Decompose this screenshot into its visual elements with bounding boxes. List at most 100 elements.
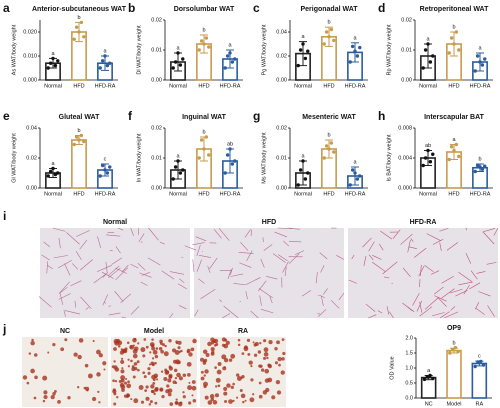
cell-membrane [365,303,376,312]
lipid-droplet [149,342,155,347]
lipid-droplet [26,381,30,385]
data-point [197,156,201,160]
cell-membrane [196,244,201,256]
lipid-droplet [244,399,247,402]
cell-membrane [115,246,121,254]
lipid-droplet [264,368,270,374]
x-tick-label: Normal [419,191,437,197]
data-point [322,156,326,160]
lipid-droplet [277,356,282,362]
data-point [46,174,50,178]
lipid-droplet [132,375,136,379]
y-tick-label: 0.04 [26,125,37,131]
lipid-droplet [154,401,158,405]
cell-membrane [59,293,64,305]
lipid-droplet [149,351,152,354]
x-tick-label: HFD [73,83,84,89]
x-tick-label: HFD [198,83,209,89]
significance-letter: b [452,24,455,30]
x-tick-label: HFD [448,191,459,197]
data-point [197,48,201,52]
data-point [228,51,232,55]
lipid-droplet [174,349,180,355]
lipid-droplet [254,342,259,347]
lipid-droplet [275,380,281,385]
cell-membrane [323,288,328,295]
lipid-droplet [60,347,65,352]
data-point [176,159,180,163]
cell-membrane [198,278,205,284]
lipid-droplet [177,340,182,345]
data-point [353,171,357,175]
cell-membrane [192,242,205,246]
lipid-droplet [211,350,215,354]
cell-membrane [493,227,499,236]
panel-label: d [378,1,385,15]
lipid-droplet [274,347,278,351]
data-point [348,60,352,64]
data-point [473,364,477,369]
lipid-droplet [216,369,222,375]
lipid-droplet [205,353,210,357]
cell-membrane [58,293,71,300]
cell-membrane [105,261,108,273]
significance-letter: b [452,341,455,347]
cell-membrane [441,288,455,299]
y-tick-label: 0.02 [276,53,287,59]
data-point [303,177,308,181]
lipid-droplet [167,378,172,383]
data-point [483,57,487,61]
cell-membrane [414,247,427,258]
lipid-droplet [274,361,278,365]
y-axis-label: OD Value [389,356,395,379]
cell-membrane [245,291,248,300]
lipid-droplet [127,365,130,368]
lipid-droplet [228,399,233,404]
lipid-droplet [151,338,154,341]
lipid-droplet [158,347,163,351]
y-tick-label: 2.0 [405,335,413,341]
lipid-droplet [133,337,137,341]
lipid-droplet [241,352,245,356]
lipid-droplet [278,363,281,367]
lipid-droplet [232,399,235,403]
cell-membrane [432,239,444,245]
lipid-droplet [247,352,251,356]
lipid-droplet [155,347,159,350]
panel-label: i [3,209,6,223]
y-tick-label: 0.01 [276,155,287,161]
lipid-droplet [96,372,101,377]
lipid-droplet [127,358,130,361]
lipid-droplet [187,373,191,377]
lipid-droplet [264,378,270,383]
lipid-droplet [138,385,144,390]
lipid-droplet [77,354,82,360]
cell-membrane [246,250,253,262]
cell-membrane [336,255,345,260]
data-point [306,171,310,175]
chart-title: Anterior-subcutaneous WAT [32,6,127,13]
data-point [452,42,456,46]
lipid-droplet [215,343,219,346]
cell-membrane [130,227,134,236]
lipid-droplet [210,346,215,352]
cell-membrane [53,255,69,259]
cell-membrane [434,286,444,295]
chart-title: Mesenteric WAT [302,114,356,121]
lipid-droplet [145,396,150,401]
data-point [176,51,180,55]
cell-membrane [348,279,357,284]
x-tick-label: Normal [419,83,437,89]
cell-membrane [372,255,382,260]
data-point [454,142,459,147]
lipid-droplet [83,386,87,390]
lipid-droplet [130,398,133,401]
bar [471,362,488,399]
lipid-droplet [221,343,226,347]
image-title: RA [238,328,248,335]
significance-letter: b [327,132,330,138]
lipid-droplet [73,352,78,357]
cell-membrane [76,230,90,237]
lipid-droplet [103,368,106,371]
x-tick-label: HFD-RA [345,191,366,197]
